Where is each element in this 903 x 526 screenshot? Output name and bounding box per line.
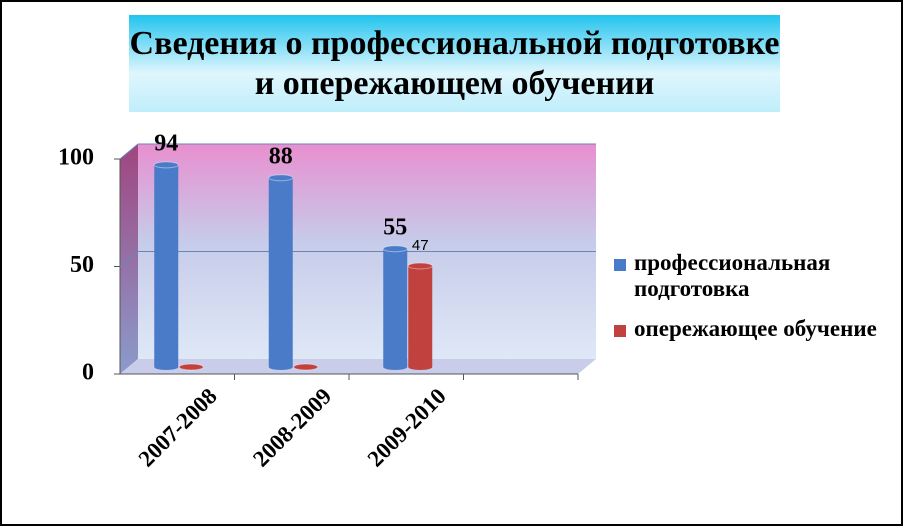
legend-swatch (614, 259, 626, 271)
floor (120, 359, 596, 374)
legend-swatch (614, 325, 626, 337)
y-tick-label: 100 (58, 145, 94, 171)
grid-line (119, 143, 139, 160)
legend-item: профессиональная подготовка (614, 250, 899, 302)
bar (407, 262, 433, 370)
bar (382, 245, 408, 370)
legend-label: опережающее обучение (634, 316, 877, 341)
bar (293, 363, 319, 371)
data-label: 94 (154, 130, 178, 156)
grid-line (119, 251, 139, 267)
bar (268, 174, 294, 370)
chart-title: Сведения о профессиональной подготовке и… (129, 15, 780, 112)
data-label: 47 (412, 237, 429, 254)
bar (153, 161, 179, 370)
x-tick-label: 2007-2008 (134, 383, 222, 471)
y-tick-label: 50 (70, 252, 94, 278)
x-tick-label: 2008-2009 (248, 383, 336, 471)
legend-item: опережающее обучение (614, 316, 899, 342)
bar (178, 363, 204, 371)
legend-label: профессиональная подготовка (634, 250, 831, 301)
data-label: 88 (269, 143, 293, 169)
legend: профессиональная подготовка опережающее о… (614, 250, 899, 356)
y-tick-label: 0 (82, 360, 94, 386)
data-label: 55 (383, 214, 407, 240)
x-tick-label: 2009-2010 (363, 383, 451, 471)
